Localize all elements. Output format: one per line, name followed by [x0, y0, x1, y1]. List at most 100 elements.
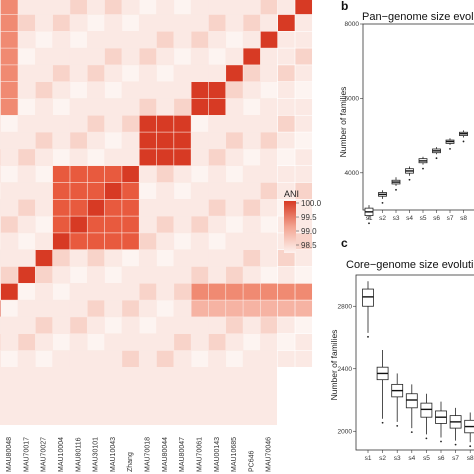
heatmap-cell [226, 250, 243, 267]
heatmap-cell [52, 132, 70, 149]
heatmap-cell [278, 14, 295, 32]
heatmap-cell [295, 65, 313, 82]
heatmap-cell [1, 82, 18, 99]
heatmap-cell [52, 14, 70, 32]
heatmap-cell [156, 166, 174, 183]
box-s4 [405, 166, 414, 181]
outlier-point [462, 140, 465, 143]
heatmap-cell [208, 199, 226, 216]
heatmap-column-label: MAU10043 [110, 437, 117, 472]
heatmap-cell [18, 300, 36, 317]
heatmap-cell [260, 182, 278, 199]
heatmap-cell [52, 317, 70, 334]
heatmap-cell [260, 250, 278, 267]
heatmap-cell [156, 199, 174, 216]
heatmap-cell [1, 132, 18, 149]
heatmap-cell [243, 48, 261, 65]
heatmap-cell [208, 334, 226, 351]
heatmap-cell [208, 31, 226, 48]
heatmap-cell [104, 199, 122, 216]
heatmap-cell [174, 317, 191, 334]
heatmap-cell [18, 14, 36, 32]
heatmap-cell [70, 283, 87, 300]
heatmap-cell [18, 334, 36, 351]
heatmap-cell [139, 283, 157, 300]
heatmap-cell [208, 166, 226, 183]
heatmap-cell [35, 65, 53, 82]
heatmap-cell [70, 132, 87, 149]
box-s3 [391, 177, 401, 191]
x-tick-label: s6 [438, 455, 445, 462]
outlier-point [395, 188, 397, 191]
heatmap-cell [260, 48, 278, 65]
heatmap-cell [278, 98, 295, 115]
heatmap-cell [1, 65, 18, 82]
heatmap-cell [1, 166, 18, 183]
heatmap-cell [139, 65, 157, 82]
heatmap-cell [156, 65, 174, 82]
heatmap-cell [191, 250, 209, 267]
heatmap-cell [52, 350, 70, 367]
heatmap-cell [191, 266, 209, 283]
heatmap-cell [139, 0, 157, 15]
heatmap-cell [208, 14, 226, 32]
core-genome-ylabel: Number of families [329, 330, 339, 401]
heatmap-cell [1, 182, 18, 199]
heatmap-cell [278, 250, 295, 267]
heatmap-cell [87, 149, 105, 166]
outlier-point [368, 222, 370, 225]
heatmap-cell [122, 300, 139, 317]
heatmap-cell [35, 0, 53, 15]
heatmap-cell [208, 283, 226, 300]
heatmap-cell [226, 283, 243, 300]
heatmap-cell [1, 199, 18, 216]
heatmap-cell [35, 317, 53, 334]
heatmap-cell [226, 65, 243, 82]
outlier-point [410, 431, 413, 434]
heatmap-cell [226, 300, 243, 317]
x-tick-label: s2 [379, 215, 386, 222]
heatmap-cell [139, 266, 157, 283]
heatmap-cell [208, 182, 226, 199]
heatmap-cell [243, 132, 261, 149]
heatmap-cell [295, 115, 313, 132]
heatmap-cell [156, 82, 174, 99]
legend-tick-label: 99.5 [301, 213, 317, 222]
heatmap-cell [35, 266, 53, 283]
heatmap-cell [243, 283, 261, 300]
heatmap-column-labels: MAU80048 MAU70017 MAU70027 MAU10004 MAU80116… [6, 437, 273, 472]
x-tick-label: s8 [467, 455, 474, 462]
outlier-point [367, 335, 369, 338]
heatmap-cell [226, 31, 243, 48]
outlier-point [381, 421, 384, 424]
heatmap-cell [139, 350, 157, 367]
x-tick-label: s3 [394, 455, 401, 462]
heatmap-column-label: MAU10685 [231, 437, 238, 472]
heatmap-cell [104, 166, 122, 183]
x-tick-label: s3 [393, 215, 400, 222]
heatmap-cell [122, 334, 139, 351]
heatmap-cell [191, 115, 209, 132]
heatmap-cell [295, 334, 313, 351]
heatmap-cell [226, 98, 243, 115]
heatmap-cell [226, 14, 243, 32]
heatmap-cell [18, 283, 36, 300]
heatmap-cell [191, 182, 209, 199]
heatmap-cell [208, 300, 226, 317]
x-tick-label: s7 [452, 455, 459, 462]
x-tick-label: s5 [420, 215, 427, 222]
heatmap-cell [174, 14, 191, 32]
outlier-point [425, 437, 428, 440]
heatmap-cell [1, 350, 18, 367]
y-tick-label: 8000 [345, 21, 360, 28]
heatmap-cell [1, 149, 18, 166]
heatmap-cell [278, 65, 295, 82]
heatmap-cell [243, 98, 261, 115]
heatmap-cell [208, 0, 226, 15]
heatmap-cell [52, 182, 70, 199]
heatmap-cell [260, 166, 278, 183]
heatmap-cell [52, 250, 70, 267]
heatmap-column-label: MAU80047 [179, 437, 186, 472]
heatmap-cell [35, 199, 53, 216]
heatmap-cell [35, 132, 53, 149]
